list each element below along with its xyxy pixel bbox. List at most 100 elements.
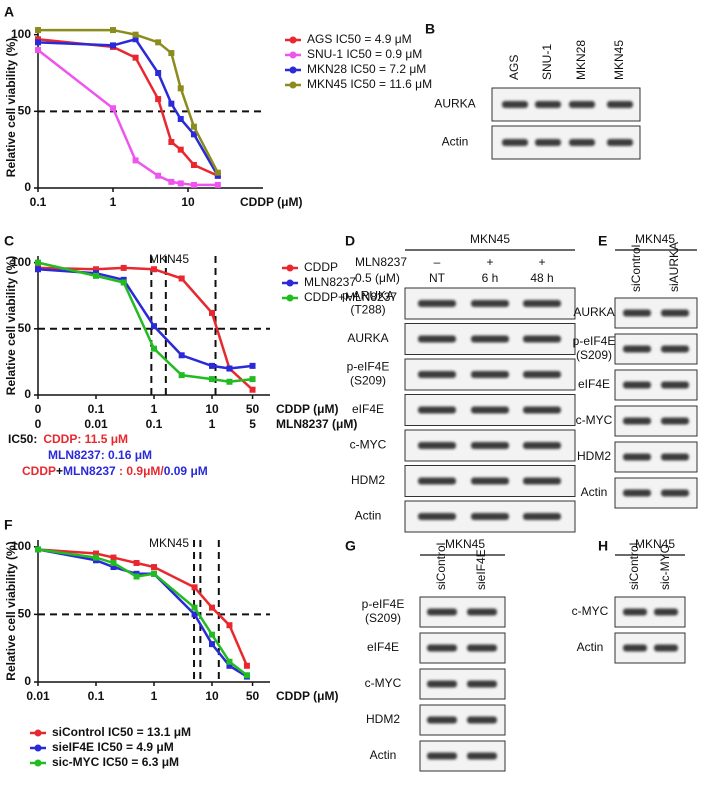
band: [623, 608, 647, 616]
data-point: [214, 181, 221, 188]
data-point: [155, 96, 162, 103]
x-tick-label: 0.1: [30, 195, 47, 209]
annotation-part: 0.09 μM: [164, 464, 208, 478]
data-point: [110, 27, 116, 34]
band: [535, 101, 561, 108]
band: [623, 345, 651, 353]
data-point: [177, 116, 184, 122]
treatment-sign: –: [434, 255, 441, 269]
legend-marker: [286, 294, 294, 302]
band: [502, 101, 528, 108]
band: [471, 477, 509, 485]
data-point: [110, 554, 117, 561]
legend-marker: [289, 51, 297, 59]
data-point: [35, 36, 41, 43]
band: [523, 477, 561, 485]
series-line: [37, 266, 254, 391]
band: [661, 381, 689, 389]
data-point: [110, 105, 116, 112]
data-point: [35, 39, 41, 46]
row-label: HDM2: [577, 449, 611, 463]
data-point: [93, 550, 99, 557]
x-axis-label-2: MLN8237 (μM): [276, 417, 357, 431]
data-point: [178, 372, 185, 379]
y-tick-label: 50: [18, 104, 32, 118]
y-tick-label: 50: [18, 607, 32, 621]
lane-label: sieIF4E: [474, 549, 488, 590]
data-point: [110, 42, 116, 49]
band: [418, 477, 456, 485]
data-point: [133, 559, 140, 566]
data-point: [151, 266, 157, 273]
row-label: (T288): [350, 303, 385, 317]
data-point: [168, 178, 175, 185]
x-tick-label: 10: [205, 689, 219, 703]
annotation-part: CDDP: 11.5 μM: [43, 432, 128, 446]
band: [418, 300, 456, 307]
data-point: [226, 378, 233, 385]
y-tick-label: 0: [24, 180, 31, 194]
y-tick-label: 100: [11, 539, 31, 553]
annotation-part: +: [56, 464, 63, 478]
series-line: [37, 37, 219, 177]
band: [471, 406, 509, 414]
band: [607, 101, 633, 108]
band: [523, 300, 561, 307]
band: [418, 406, 456, 414]
legend-marker: [289, 81, 297, 89]
data-point: [226, 622, 233, 629]
data-point: [226, 662, 233, 669]
data-point: [132, 54, 139, 61]
data-point: [93, 554, 99, 561]
lane-label: 48 h: [530, 271, 553, 285]
legend-marker: [34, 759, 42, 767]
row-label: eIF4E: [352, 402, 384, 416]
legend-marker: [34, 729, 42, 737]
annotation-part: : 0.9μM/: [116, 464, 165, 478]
series-line: [37, 38, 219, 177]
data-point: [209, 604, 215, 611]
legend-label: MKN28 IC50 = 7.2 μM: [307, 62, 426, 76]
data-point: [132, 31, 139, 38]
lane-label: sic-MYC: [658, 544, 672, 590]
data-point: [168, 50, 175, 57]
band: [654, 644, 678, 652]
row-label: AURKA: [434, 97, 475, 111]
data-point: [191, 604, 198, 611]
band: [623, 309, 651, 317]
lane-label: siAURKA: [667, 242, 681, 292]
data-point: [132, 157, 139, 164]
y-tick-label: 100: [11, 27, 31, 41]
row-label: p-eIF4E: [347, 360, 390, 374]
data-point: [155, 70, 162, 76]
data-point: [209, 641, 215, 648]
legend-label: sieIF4E IC50 = 4.9 μM: [52, 740, 174, 754]
data-point: [190, 162, 197, 168]
band: [418, 513, 456, 520]
band: [427, 608, 457, 616]
data-point: [120, 264, 127, 271]
legend-label: SNU-1 IC50 = 0.9 μM: [307, 47, 422, 61]
data-point: [226, 365, 233, 372]
panel-label: H: [598, 538, 608, 554]
row-label: (S209): [365, 611, 401, 625]
x-tick-label: 0: [35, 402, 42, 416]
legend-label: siControl IC50 = 13.1 μM: [52, 725, 191, 739]
x-tick-label: 0.1: [88, 689, 105, 703]
row-label: AURKA: [347, 331, 388, 345]
data-point: [35, 27, 41, 34]
x-tick-label-2: 0.01: [84, 417, 108, 431]
legend-label: MLN8237: [304, 275, 356, 289]
panel-label: D: [345, 233, 355, 249]
x-tick-label: 10: [181, 195, 195, 209]
band: [623, 381, 651, 389]
lane-label: NT: [429, 271, 446, 285]
band: [654, 608, 678, 616]
band: [467, 752, 497, 760]
series-line: [37, 261, 253, 384]
treatment-dose: 0.5 (μM): [355, 271, 400, 285]
y-axis-label: Relative cell viability (%): [4, 256, 18, 395]
row-label: eIF4E: [578, 377, 610, 391]
band: [661, 453, 689, 461]
band: [471, 442, 509, 449]
